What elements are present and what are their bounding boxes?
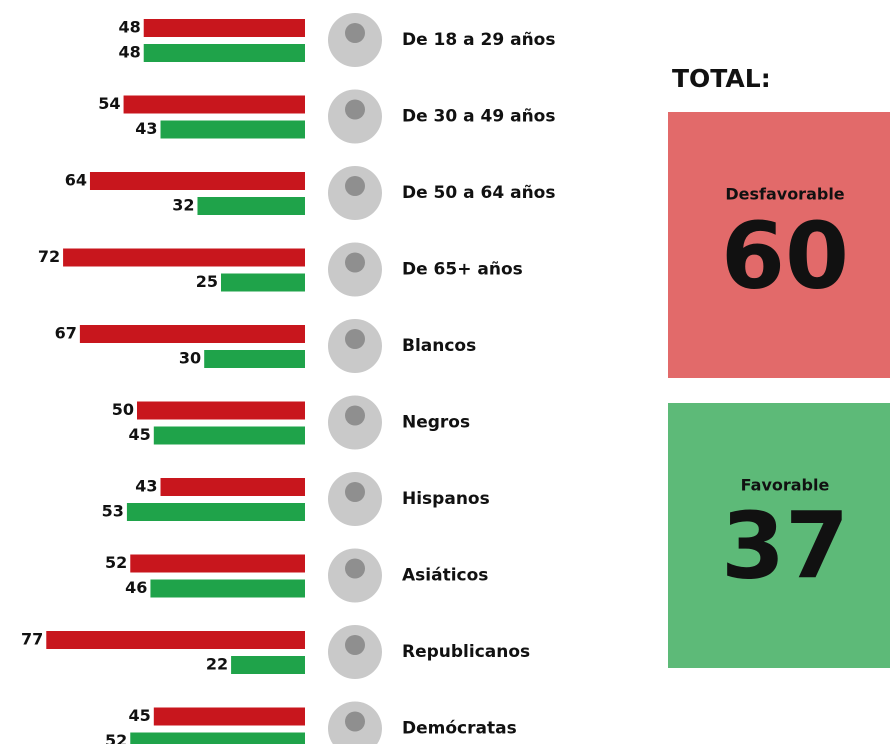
value-label: 45 <box>129 706 151 725</box>
value-label: 25 <box>196 272 218 291</box>
bar <box>221 274 305 292</box>
value-label: 43 <box>135 119 157 138</box>
bar <box>204 350 305 368</box>
bar <box>161 478 305 496</box>
avatar-head <box>345 559 365 579</box>
avatar-head <box>345 23 365 43</box>
bar <box>130 733 305 744</box>
avatar-head <box>345 176 365 196</box>
value-label: 52 <box>105 731 127 744</box>
avatar-head <box>345 635 365 655</box>
bar <box>130 555 305 573</box>
category-label: Asiáticos <box>402 566 488 586</box>
value-label: 48 <box>118 43 140 62</box>
total-title: TOTAL: <box>672 64 771 93</box>
category-label: Republicanos <box>402 642 530 662</box>
category-label: Negros <box>402 413 470 433</box>
value-label: 64 <box>65 171 87 190</box>
avatar-head <box>345 482 365 502</box>
category-label: Demócratas <box>402 719 517 739</box>
bar <box>80 325 305 343</box>
bar <box>197 197 305 215</box>
category-label: Hispanos <box>402 489 490 509</box>
bar <box>161 121 305 139</box>
bar <box>144 19 305 37</box>
value-label: 45 <box>129 425 151 444</box>
bar <box>124 96 305 114</box>
value-label: 32 <box>172 196 194 215</box>
bar <box>154 427 305 445</box>
chart: TOTAL: 48 48 De 18 a 29 años 54 43 De 30 a 49… <box>0 0 890 744</box>
bar <box>46 631 305 649</box>
value-label: 53 <box>102 502 124 521</box>
bar <box>154 708 305 726</box>
bar <box>231 656 305 674</box>
total-value: 37 <box>721 492 849 599</box>
value-label: 48 <box>118 18 140 37</box>
total-label: Desfavorable <box>725 185 844 204</box>
page: TOTAL: 48 48 De 18 a 29 años 54 43 De 30 a 49… <box>0 0 890 744</box>
total-value: 60 <box>721 202 849 309</box>
value-label: 77 <box>21 630 43 649</box>
value-label: 67 <box>55 324 77 343</box>
value-label: 52 <box>105 553 127 572</box>
value-label: 72 <box>38 247 60 266</box>
avatar-head <box>345 100 365 120</box>
avatar-head <box>345 406 365 426</box>
category-label: De 18 a 29 años <box>402 30 555 50</box>
category-label: Blancos <box>402 336 476 356</box>
avatar-head <box>345 329 365 349</box>
value-label: 54 <box>98 94 120 113</box>
bar <box>90 172 305 190</box>
category-label: De 30 a 49 años <box>402 107 555 127</box>
category-label: De 50 a 64 años <box>402 183 555 203</box>
value-label: 30 <box>179 349 201 368</box>
value-label: 46 <box>125 578 147 597</box>
avatar-head <box>345 253 365 273</box>
value-label: 22 <box>206 655 228 674</box>
bar <box>137 402 305 420</box>
value-label: 43 <box>135 477 157 496</box>
bar <box>150 580 305 598</box>
bar <box>63 249 305 267</box>
bar <box>144 44 305 62</box>
value-label: 50 <box>112 400 134 419</box>
category-label: De 65+ años <box>402 260 523 280</box>
bar <box>127 503 305 521</box>
avatar-head <box>345 712 365 732</box>
